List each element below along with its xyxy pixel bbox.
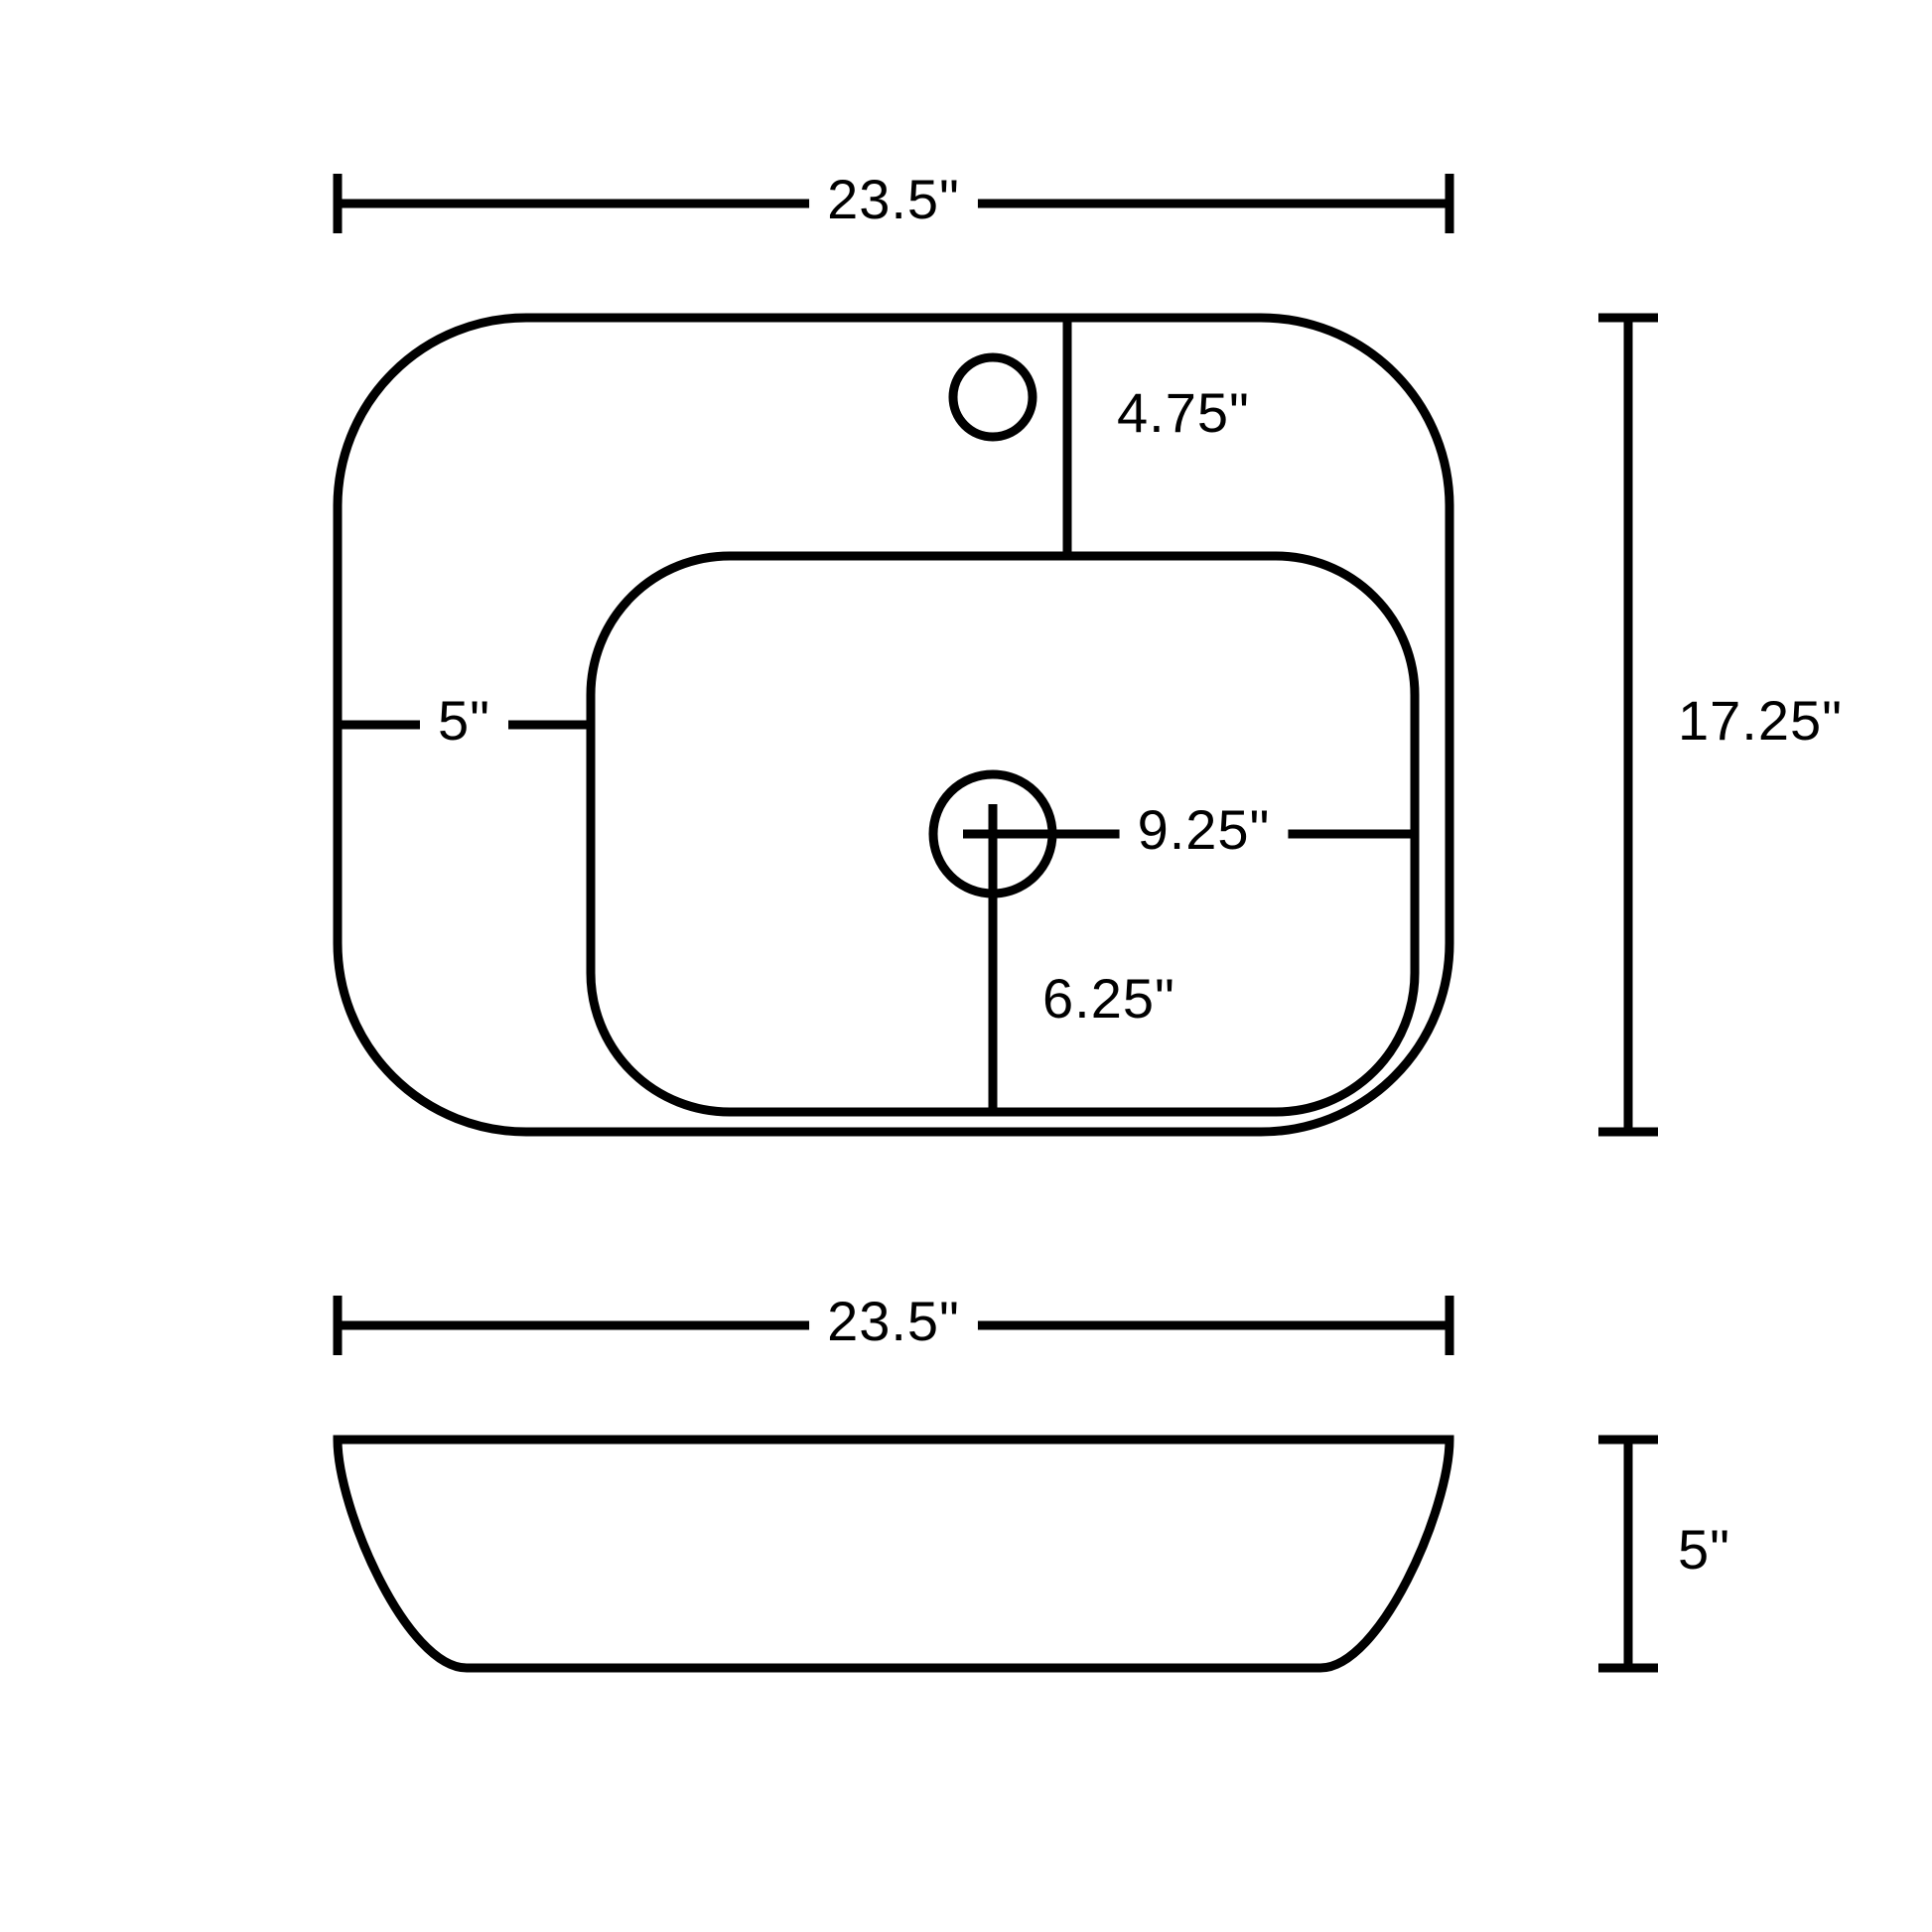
dim-outer-height-label: 17.25" xyxy=(1678,689,1843,752)
sink-side-profile xyxy=(338,1440,1449,1668)
dim-outer-height: 17.25" xyxy=(1598,318,1843,1132)
dim-side-height: 5" xyxy=(1598,1440,1730,1668)
dim-drain-to-right: 9.25" xyxy=(993,798,1415,864)
dim-left-offset-label: 5" xyxy=(438,689,490,752)
faucet-hole xyxy=(953,357,1033,437)
dim-left-offset: 5" xyxy=(338,689,591,755)
dim-faucet-depth: 4.75" xyxy=(1037,318,1250,556)
dim-drain-to-right-label: 9.25" xyxy=(1138,798,1271,861)
dim-faucet-depth-label: 4.75" xyxy=(1117,381,1250,444)
dim-side-height-label: 5" xyxy=(1678,1518,1730,1581)
dim-side-width: 23.5" xyxy=(338,1290,1449,1355)
dim-top-width-label: 23.5" xyxy=(827,168,960,230)
dim-top-width: 23.5" xyxy=(338,168,1449,233)
dim-drain-to-bottom: 6.25" xyxy=(963,834,1175,1112)
dim-drain-to-bottom-label: 6.25" xyxy=(1042,967,1175,1030)
sink-outer-outline xyxy=(338,318,1449,1132)
dim-side-width-label: 23.5" xyxy=(827,1290,960,1352)
